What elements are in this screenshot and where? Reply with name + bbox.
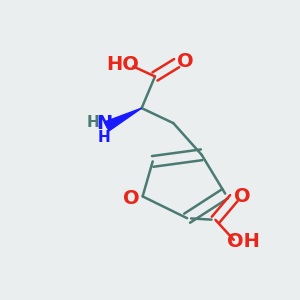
Text: N: N: [96, 114, 112, 133]
Polygon shape: [104, 108, 142, 131]
Text: H: H: [98, 130, 110, 145]
Text: OH: OH: [227, 232, 260, 251]
Text: H: H: [87, 115, 100, 130]
Text: HO: HO: [106, 55, 139, 74]
Text: O: O: [123, 189, 139, 208]
Text: O: O: [177, 52, 193, 71]
Text: O: O: [234, 187, 250, 206]
